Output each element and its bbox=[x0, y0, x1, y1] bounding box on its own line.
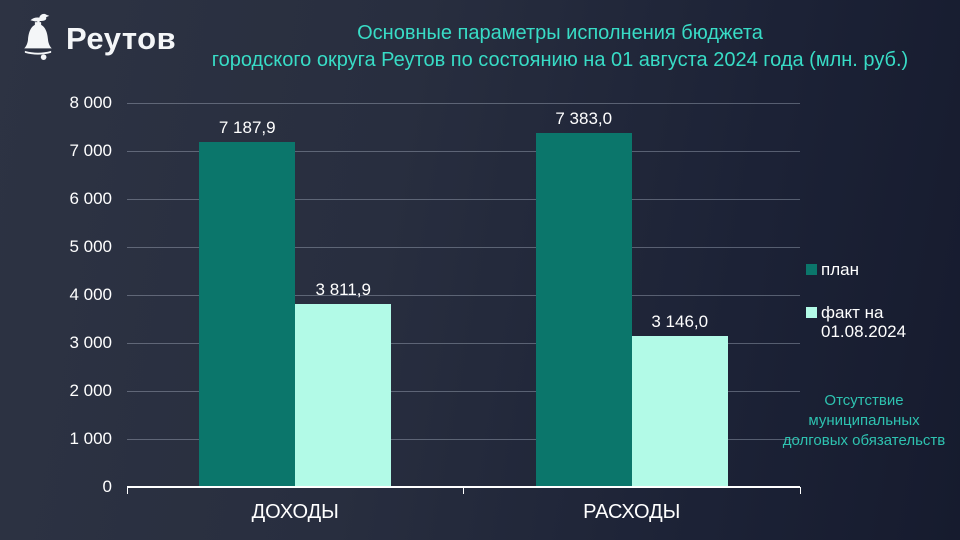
y-axis-tick-label: 7 000 bbox=[69, 141, 112, 160]
chart-legend: план факт на 01.08.2024 bbox=[806, 260, 906, 341]
brand-name: Реутов bbox=[66, 21, 177, 56]
bar-plan bbox=[199, 141, 296, 487]
bar-fact bbox=[631, 335, 728, 487]
x-axis-tick bbox=[799, 487, 801, 494]
chart-title-line1: Основные параметры исполнения бюджета bbox=[357, 22, 763, 44]
legend-item-plan: план bbox=[806, 260, 906, 279]
chart-title-line2: городского округа Реутов по состоянию на… bbox=[211, 49, 909, 71]
debt-note-line2: муниципальных bbox=[808, 412, 920, 429]
reutov-logo: Реутов bbox=[18, 8, 176, 70]
y-axis-tick-label: 4 000 bbox=[69, 285, 112, 304]
gridline bbox=[127, 342, 800, 344]
y-axis-tick-label: 5 000 bbox=[69, 237, 112, 256]
category-label: РАСХОДЫ bbox=[583, 501, 681, 523]
category-label: ДОХОДЫ bbox=[251, 501, 339, 523]
x-axis-tick bbox=[463, 487, 464, 494]
plan-swatch-icon bbox=[806, 264, 817, 275]
bar-value-label: 3 146,0 bbox=[651, 311, 709, 331]
gridline bbox=[127, 150, 800, 152]
bell-with-bird-icon bbox=[24, 13, 52, 60]
gridline bbox=[127, 246, 800, 248]
chart-title: Основные параметры исполнения бюджета го… bbox=[165, 20, 955, 74]
y-axis-tick-label: 3 000 bbox=[69, 333, 112, 352]
bar-value-label: 7 187,9 bbox=[218, 117, 276, 137]
legend-label-fact: факт на 01.08.2024 bbox=[821, 303, 906, 341]
fact-swatch-icon bbox=[806, 307, 817, 318]
gridline bbox=[127, 102, 800, 104]
bar-fact bbox=[295, 304, 392, 487]
y-axis-tick-label: 6 000 bbox=[69, 189, 112, 208]
legend-label-fact-line1: факт на bbox=[821, 303, 884, 322]
gridline bbox=[127, 198, 800, 200]
gridline bbox=[127, 294, 800, 296]
y-axis-tick-label: 8 000 bbox=[69, 93, 112, 112]
gridline bbox=[127, 390, 800, 392]
gridline bbox=[127, 438, 800, 440]
y-axis-tick-label: 2 000 bbox=[69, 381, 112, 400]
y-axis-tick-label: 1 000 bbox=[69, 429, 112, 448]
x-axis-tick bbox=[126, 487, 128, 494]
y-axis-tick-label: 0 bbox=[102, 477, 112, 496]
legend-item-fact: факт на 01.08.2024 bbox=[806, 303, 906, 341]
debt-note-line1: Отсутствие bbox=[824, 392, 904, 409]
legend-label-plan: план bbox=[821, 260, 859, 279]
legend-label-fact-line2: 01.08.2024 bbox=[821, 322, 907, 341]
debt-absence-note: Отсутствие муниципальных долговых обязат… bbox=[768, 391, 960, 451]
debt-note-line3: долговых обязательств bbox=[782, 432, 946, 449]
bar-plan bbox=[535, 132, 632, 487]
bar-value-label: 7 383,0 bbox=[555, 108, 613, 128]
bar-value-label: 3 811,9 bbox=[315, 280, 371, 300]
